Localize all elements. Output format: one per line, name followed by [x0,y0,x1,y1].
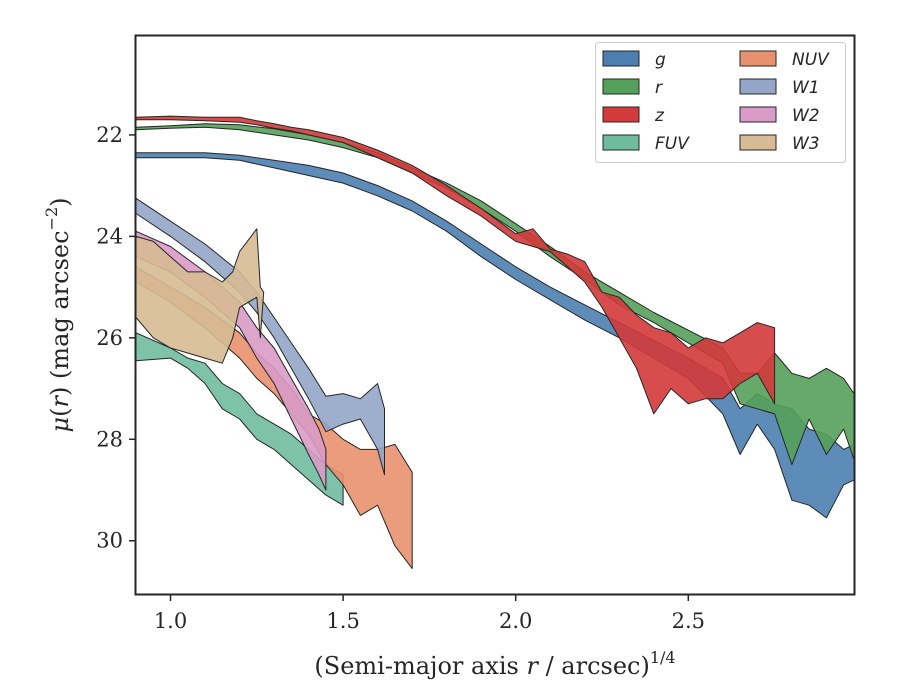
y-axis-label: μ(r) (mag arcsec−2) [42,197,74,432]
legend-label-w1: W1 [792,78,820,98]
legend-swatch-r [602,78,640,95]
legend-box [595,42,846,163]
ticks-layer: 1.0 1.5 2.0 2.5 22 24 26 28 30 [96,123,705,633]
legend-label-nuv: NUV [792,50,830,70]
legend-label-z: z [654,106,665,126]
legend-swatch-nuv [739,50,777,67]
legend-swatch-g [602,50,640,67]
legend-label-r: r [655,78,663,98]
x-tick-label: 2.0 [499,609,532,633]
y-tick-label: 26 [96,326,123,350]
y-tick-label: 22 [96,123,123,147]
plot-frame [134,34,856,596]
x-tick-label: 1.5 [326,609,359,633]
legend-label-g: g [655,50,666,70]
legend: grz FUV NUV W1 W2 W3 [595,42,846,163]
y-tick-label: 30 [96,529,123,553]
legend-swatch-w1 [739,78,777,95]
y-tick-label: 28 [96,427,123,451]
x-axis-label: (Semi-major axis r / arcsec)1/4 [314,648,675,680]
series-band-fuv [135,332,344,506]
legend-swatch-w3 [739,134,777,151]
x-tick-label: 2.5 [672,609,705,633]
y-tick-label: 24 [96,224,123,248]
legend-swatch-w2 [739,106,777,123]
x-tick-label: 1.0 [154,609,187,633]
series-band-w3 [135,228,265,364]
legend-label-fuv: FUV [655,134,690,154]
legend-label-w3: W3 [792,134,820,154]
series-layer [135,115,855,570]
legend-label-w2: W2 [792,106,820,126]
legend-swatch-fuv [602,134,640,151]
series-band-z [135,115,776,415]
legend-swatch-z [602,106,640,123]
